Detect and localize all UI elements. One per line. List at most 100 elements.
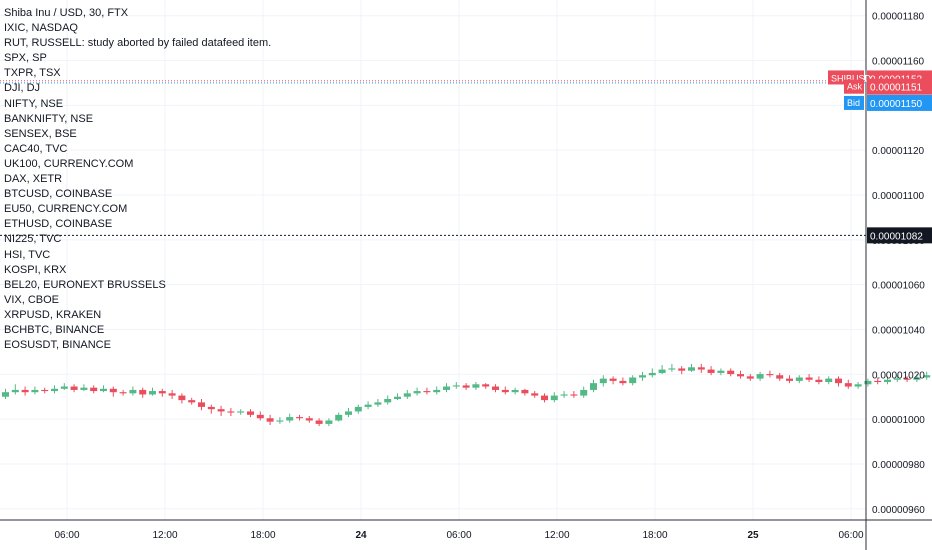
- study-item[interactable]: UK100, CURRENCY.COM: [4, 157, 134, 170]
- candle-body: [697, 367, 705, 370]
- candle-body: [374, 402, 382, 405]
- study-item[interactable]: RUT, RUSSELL: study aborted by failed da…: [4, 37, 272, 50]
- candle-body: [570, 394, 578, 396]
- candle-body: [511, 389, 519, 393]
- candle-body: [276, 420, 284, 422]
- study-item[interactable]: DJI, DJ: [4, 82, 41, 95]
- ask-label: Ask: [847, 82, 863, 92]
- study-item[interactable]: BTCUSD, COINBASE: [4, 188, 113, 201]
- candle-body: [629, 377, 637, 384]
- candle-body: [452, 385, 460, 387]
- price-tick-label: 0.00001040: [872, 325, 925, 336]
- candle-body: [109, 388, 117, 393]
- candle-body: [766, 374, 774, 376]
- time-tick-label: 06:00: [838, 530, 863, 541]
- candle-body: [541, 395, 548, 401]
- chart-legend: Shiba Inu / USD, 30, FTX IXIC, NASDAQ RUT…: [4, 6, 271, 353]
- time-tick-label: 06:00: [446, 530, 471, 541]
- candle-body: [335, 414, 343, 421]
- candle-body: [492, 386, 499, 390]
- candle-body: [31, 389, 39, 393]
- study-item[interactable]: BANKNIFTY, NSE: [4, 112, 94, 125]
- candle-body: [384, 398, 392, 403]
- study-item[interactable]: NIFTY, NSE: [4, 97, 64, 110]
- candle-body: [403, 393, 411, 397]
- candle-body: [786, 378, 793, 381]
- study-item[interactable]: KOSPI, KRX: [4, 263, 67, 276]
- chart-title[interactable]: Shiba Inu / USD, 30, FTX: [4, 7, 129, 19]
- candle-body: [619, 380, 627, 384]
- price-tags: 0.0000115207:56SHIBUSD0.00001151Ask0.000…: [828, 70, 932, 244]
- candle-body: [394, 396, 401, 399]
- candle-body: [296, 417, 303, 419]
- candle-body: [815, 379, 823, 383]
- candle-body: [158, 391, 166, 394]
- candle-body: [11, 389, 19, 393]
- price-tick-label: 0.00001020: [872, 370, 925, 381]
- time-tick-label: 12:00: [544, 530, 569, 541]
- candle-body: [658, 369, 666, 373]
- candle-body: [129, 389, 137, 394]
- candle-body: [746, 376, 754, 379]
- chart-grid: [0, 0, 866, 520]
- price-tick-label: 0.00001000: [872, 415, 925, 426]
- candle-body: [256, 414, 264, 419]
- candle-body: [207, 406, 215, 410]
- candle-body: [472, 384, 480, 388]
- candle-body: [41, 389, 49, 392]
- bid-label-bg: [844, 95, 864, 110]
- candle-body: [266, 418, 274, 422]
- study-item[interactable]: BEL20, EURONEXT BRUSSELS: [4, 278, 166, 291]
- time-tick-label: 24: [355, 530, 367, 541]
- study-item[interactable]: XRPUSD, KRAKEN: [4, 308, 102, 321]
- ask-price-tag-bg: [867, 78, 932, 95]
- study-item[interactable]: VIX, CBOE: [4, 293, 60, 306]
- candle-body: [893, 378, 901, 380]
- study-item[interactable]: HSI, TVC: [4, 248, 51, 261]
- study-item[interactable]: SENSEX, BSE: [4, 127, 77, 140]
- study-item[interactable]: NI225, TVC: [4, 233, 62, 246]
- study-list: IXIC, NASDAQ RUT, RUSSELL: study aborted …: [4, 21, 271, 353]
- candle-body: [707, 369, 715, 373]
- candle-body: [354, 406, 362, 412]
- study-item[interactable]: TXPR, TSX: [4, 67, 61, 80]
- time-tick-label: 25: [747, 530, 759, 541]
- bid-label: Bid: [847, 98, 860, 108]
- candle-body: [825, 378, 833, 383]
- candle-body: [198, 402, 205, 407]
- price-tick-label: 0.00001060: [872, 281, 925, 292]
- candle-body: [119, 392, 127, 394]
- candle-body: [805, 377, 813, 380]
- study-item[interactable]: EU50, CURRENCY.COM: [4, 203, 128, 216]
- candle-body: [51, 388, 58, 392]
- candle-body: [247, 411, 254, 415]
- candle-body: [599, 378, 607, 384]
- candle-body: [325, 420, 333, 424]
- crosshair-price-tag: 0.00001082: [870, 231, 923, 242]
- study-item[interactable]: SPX, SP: [4, 52, 47, 65]
- study-item[interactable]: EOSUSDT, BINANCE: [4, 339, 111, 352]
- candle-body: [550, 395, 558, 401]
- candle-body: [70, 386, 78, 390]
- study-item[interactable]: ETHUSD, COINBASE: [4, 218, 113, 231]
- time-tick-label: 12:00: [152, 530, 177, 541]
- candle-body: [501, 389, 509, 393]
- candle-body: [756, 374, 764, 379]
- study-item[interactable]: CAC40, TVC: [4, 142, 68, 155]
- study-item[interactable]: IXIC, NASDAQ: [4, 22, 78, 35]
- candle-body: [482, 384, 490, 387]
- candle-body: [678, 368, 686, 371]
- candle-body: [580, 389, 588, 396]
- candle-body: [854, 384, 862, 387]
- study-item[interactable]: DAX, XETR: [4, 173, 63, 186]
- candle-body: [795, 377, 803, 381]
- candle-body: [776, 375, 784, 379]
- candle-body: [60, 386, 68, 389]
- candle-body: [345, 411, 352, 415]
- study-item[interactable]: BCHBTC, BINANCE: [4, 323, 105, 336]
- candle-body: [286, 417, 294, 421]
- candle-body: [443, 386, 450, 390]
- candle-body: [590, 383, 597, 390]
- candle-body: [648, 372, 656, 376]
